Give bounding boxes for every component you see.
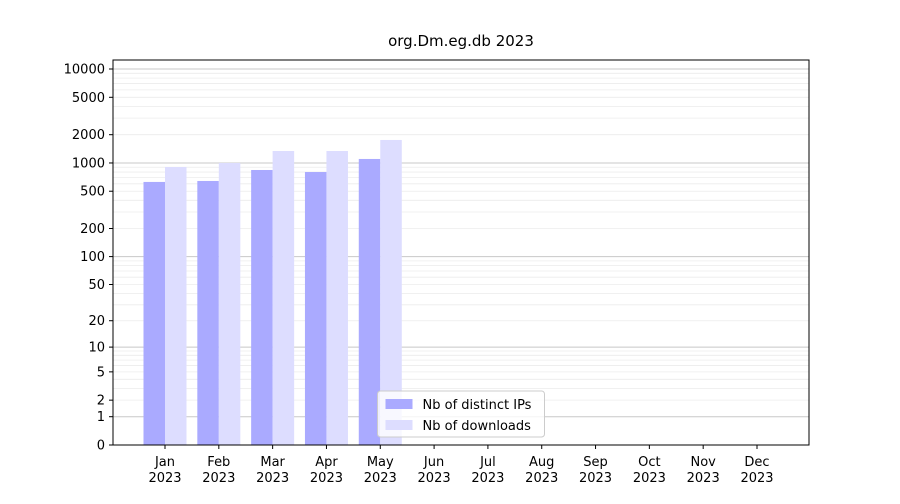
x-tick-label: Aug <box>529 455 554 470</box>
x-tick-label: 2023 <box>579 471 612 486</box>
x-tick-label: Jun <box>423 455 444 470</box>
x-tick-label: Mar <box>260 455 285 470</box>
y-tick-label: 50 <box>88 278 105 293</box>
x-tick-label: Jan <box>154 455 175 470</box>
chart-title: org.Dm.eg.db 2023 <box>388 32 534 50</box>
bar <box>218 162 241 446</box>
legend-swatch <box>385 399 413 409</box>
x-tick-label: 2023 <box>256 471 289 486</box>
x-tick-label: May <box>367 455 394 470</box>
y-tick-label: 500 <box>80 185 105 200</box>
y-tick-label: 10000 <box>64 63 105 78</box>
legend-swatch <box>385 420 413 430</box>
y-tick-label: 2000 <box>72 128 105 143</box>
x-tick-label: Nov <box>690 455 716 470</box>
bar <box>326 151 348 445</box>
x-tick-label: 2023 <box>471 471 504 486</box>
bar <box>358 158 381 445</box>
x-tick-label: 2023 <box>418 471 451 486</box>
x-tick-label: 2023 <box>687 471 720 486</box>
y-tick-label: 10 <box>88 341 105 356</box>
y-tick-label: 20 <box>88 314 105 329</box>
x-tick-label: Dec <box>744 455 769 470</box>
bar <box>304 172 327 445</box>
bar <box>165 166 187 445</box>
y-tick-label: 0 <box>97 439 105 454</box>
x-tick-label: 2023 <box>633 471 666 486</box>
y-tick-label: 100 <box>80 250 105 265</box>
x-tick-label: 2023 <box>148 471 181 486</box>
x-tick-label: Apr <box>315 455 338 470</box>
legend-label: Nb of distinct IPs <box>423 398 532 413</box>
y-tick-label: 2 <box>97 394 105 409</box>
legend-label: Nb of downloads <box>423 419 532 434</box>
x-tick-label: Sep <box>583 455 608 470</box>
plot-frame <box>112 59 810 446</box>
x-tick-label: Jul <box>479 455 496 470</box>
x-tick-label: 2023 <box>202 471 235 486</box>
x-tick-label: 2023 <box>364 471 397 486</box>
bar <box>251 169 273 445</box>
bar <box>197 180 219 445</box>
y-tick-label: 1000 <box>72 156 105 171</box>
x-tick-label: 2023 <box>310 471 343 486</box>
y-tick-label: 1 <box>97 410 105 425</box>
y-tick-label: 5 <box>97 365 105 380</box>
x-tick-label: Feb <box>207 455 230 470</box>
bar <box>380 139 402 445</box>
legend-box <box>377 390 545 438</box>
bar <box>143 181 165 446</box>
y-tick-label: 5000 <box>72 91 105 106</box>
y-tick-label: 200 <box>80 222 105 237</box>
x-tick-label: 2023 <box>525 471 558 486</box>
x-tick-label: Oct <box>638 455 660 470</box>
x-tick-label: 2023 <box>740 471 773 486</box>
bar <box>272 151 295 445</box>
